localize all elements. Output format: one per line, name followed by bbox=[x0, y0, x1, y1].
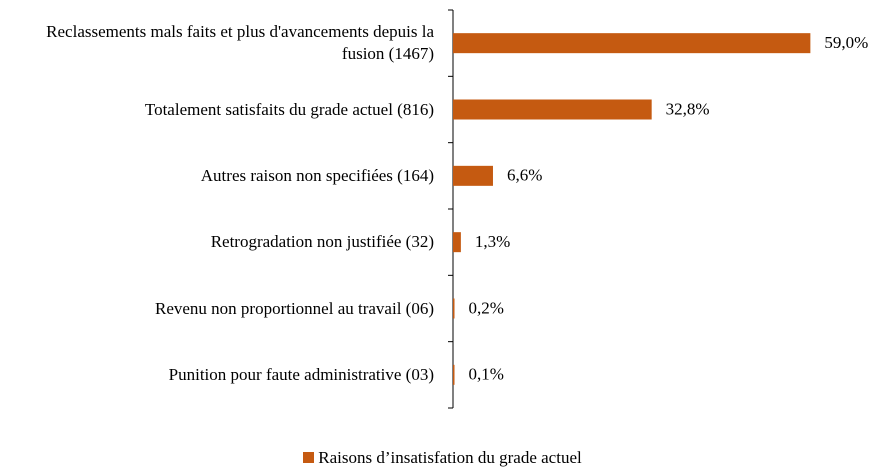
category-label: Totalement satisfaits du grade actuel (8… bbox=[144, 99, 434, 119]
bar bbox=[453, 99, 652, 120]
value-label: 6,6% bbox=[507, 166, 542, 185]
bar bbox=[453, 33, 811, 54]
legend-swatch bbox=[303, 452, 315, 463]
value-label: 1,3% bbox=[475, 232, 510, 251]
bar bbox=[453, 232, 461, 253]
value-label: 0,1% bbox=[469, 365, 504, 384]
value-label: 32,8% bbox=[666, 99, 710, 118]
category-label: Revenu non proportionnel au travail (06) bbox=[154, 298, 434, 318]
category-label: Autres raison non specifiées (164) bbox=[200, 165, 434, 185]
value-label: 0,2% bbox=[469, 298, 504, 317]
value-label: 59,0% bbox=[824, 33, 868, 52]
legend: Raisons d’insatisfation du grade actuel bbox=[0, 448, 885, 468]
category-label: Reclassements mals faits et plus d'avanc… bbox=[46, 22, 434, 64]
bar bbox=[453, 364, 455, 385]
bar bbox=[453, 165, 493, 186]
legend-label: Raisons d’insatisfation du grade actuel bbox=[318, 448, 582, 467]
bar bbox=[453, 298, 455, 319]
category-label: Retrogradation non justifiée (32) bbox=[210, 232, 434, 252]
category-label: Punition pour faute administrative (03) bbox=[168, 364, 434, 384]
